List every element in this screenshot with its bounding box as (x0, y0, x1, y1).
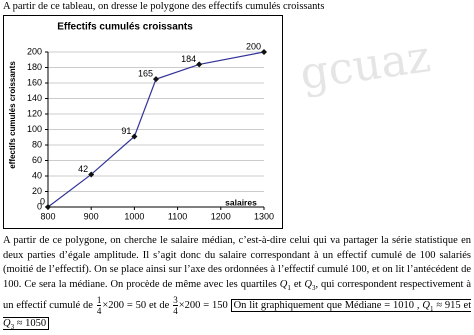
text: et de (148, 300, 170, 312)
marker (45, 204, 51, 210)
watermark: gcuaz (297, 31, 434, 100)
symbol: Q (304, 278, 312, 290)
y-tick-label: 180 (27, 62, 42, 72)
symbol: Q (422, 300, 430, 312)
y-tick-label: 200 (27, 46, 42, 56)
x-tick-label: 1300 (254, 211, 274, 221)
data-label: 184 (181, 54, 196, 64)
text: ×200 = 50 (102, 300, 147, 312)
chart: Effectifs cumulés croissants effectifs c… (3, 15, 283, 229)
y-tick-label: 100 (27, 124, 42, 134)
subscript: 1 (429, 305, 434, 314)
marker (88, 171, 95, 178)
y-axis-title: effectifs cumulés croissants (8, 61, 17, 169)
chart-title: Effectifs cumulés croissants (57, 22, 193, 33)
symbol: Q (279, 278, 288, 290)
text: A partir de ce polygone, on cherche le s… (3, 235, 471, 290)
text: ≈ 915 et (436, 300, 472, 312)
y-tick-label: 160 (27, 77, 42, 87)
subscript: 3 (10, 323, 15, 332)
x-tick-label: 900 (84, 211, 99, 221)
data-label: 200 (246, 41, 261, 51)
intro-text: A partir de ce tableau, on dresse le pol… (3, 1, 325, 12)
subscript: 3 (311, 283, 316, 292)
marker (131, 133, 138, 140)
x-axis-title: salaires (225, 197, 257, 207)
line (47, 51, 265, 208)
y-tick-label: 20 (32, 186, 42, 196)
data-label: 91 (121, 126, 131, 136)
denominator: 4 (173, 305, 178, 317)
data-label: 42 (78, 164, 88, 174)
numerator: 1 (96, 295, 102, 306)
data-label: 165 (138, 69, 153, 79)
marker (196, 61, 203, 68)
marker (261, 49, 267, 55)
text: , qui correspondent respectivement à un … (3, 278, 472, 312)
y-tick-label: 60 (32, 155, 42, 165)
x-tick-label: 800 (40, 211, 55, 221)
text: ≈ 1050 (16, 318, 47, 330)
y-tick-label: 40 (32, 170, 42, 180)
subscript: 1 (287, 283, 291, 292)
paragraph: A partir de ce polygone, on cherche le s… (3, 234, 472, 335)
text: On lit graphiquement que Médiane = 1010 … (233, 300, 420, 312)
symbol: Q (3, 318, 11, 330)
y-tick-label: 140 (27, 93, 42, 103)
x-tick-label: 1000 (124, 211, 144, 221)
text: et (293, 278, 302, 290)
chart-border (3, 15, 283, 229)
numerator: 3 (173, 295, 178, 306)
denominator: 4 (96, 305, 102, 317)
marker (153, 76, 159, 83)
text: ×200 = 150 (178, 300, 228, 312)
y-tick-label: 120 (27, 108, 42, 118)
x-tick-label: 1200 (211, 211, 231, 221)
x-tick-label: 1100 (168, 211, 187, 221)
data-label: 0 (40, 196, 45, 206)
result-box: On lit graphiquement que Médiane = 1010 … (3, 299, 472, 332)
y-tick-label: 80 (32, 139, 42, 149)
y-tick-label: 0 (37, 201, 42, 211)
